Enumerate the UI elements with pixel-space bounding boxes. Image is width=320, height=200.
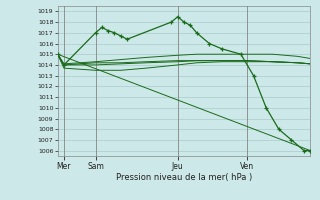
X-axis label: Pression niveau de la mer( hPa ): Pression niveau de la mer( hPa ) — [116, 173, 252, 182]
